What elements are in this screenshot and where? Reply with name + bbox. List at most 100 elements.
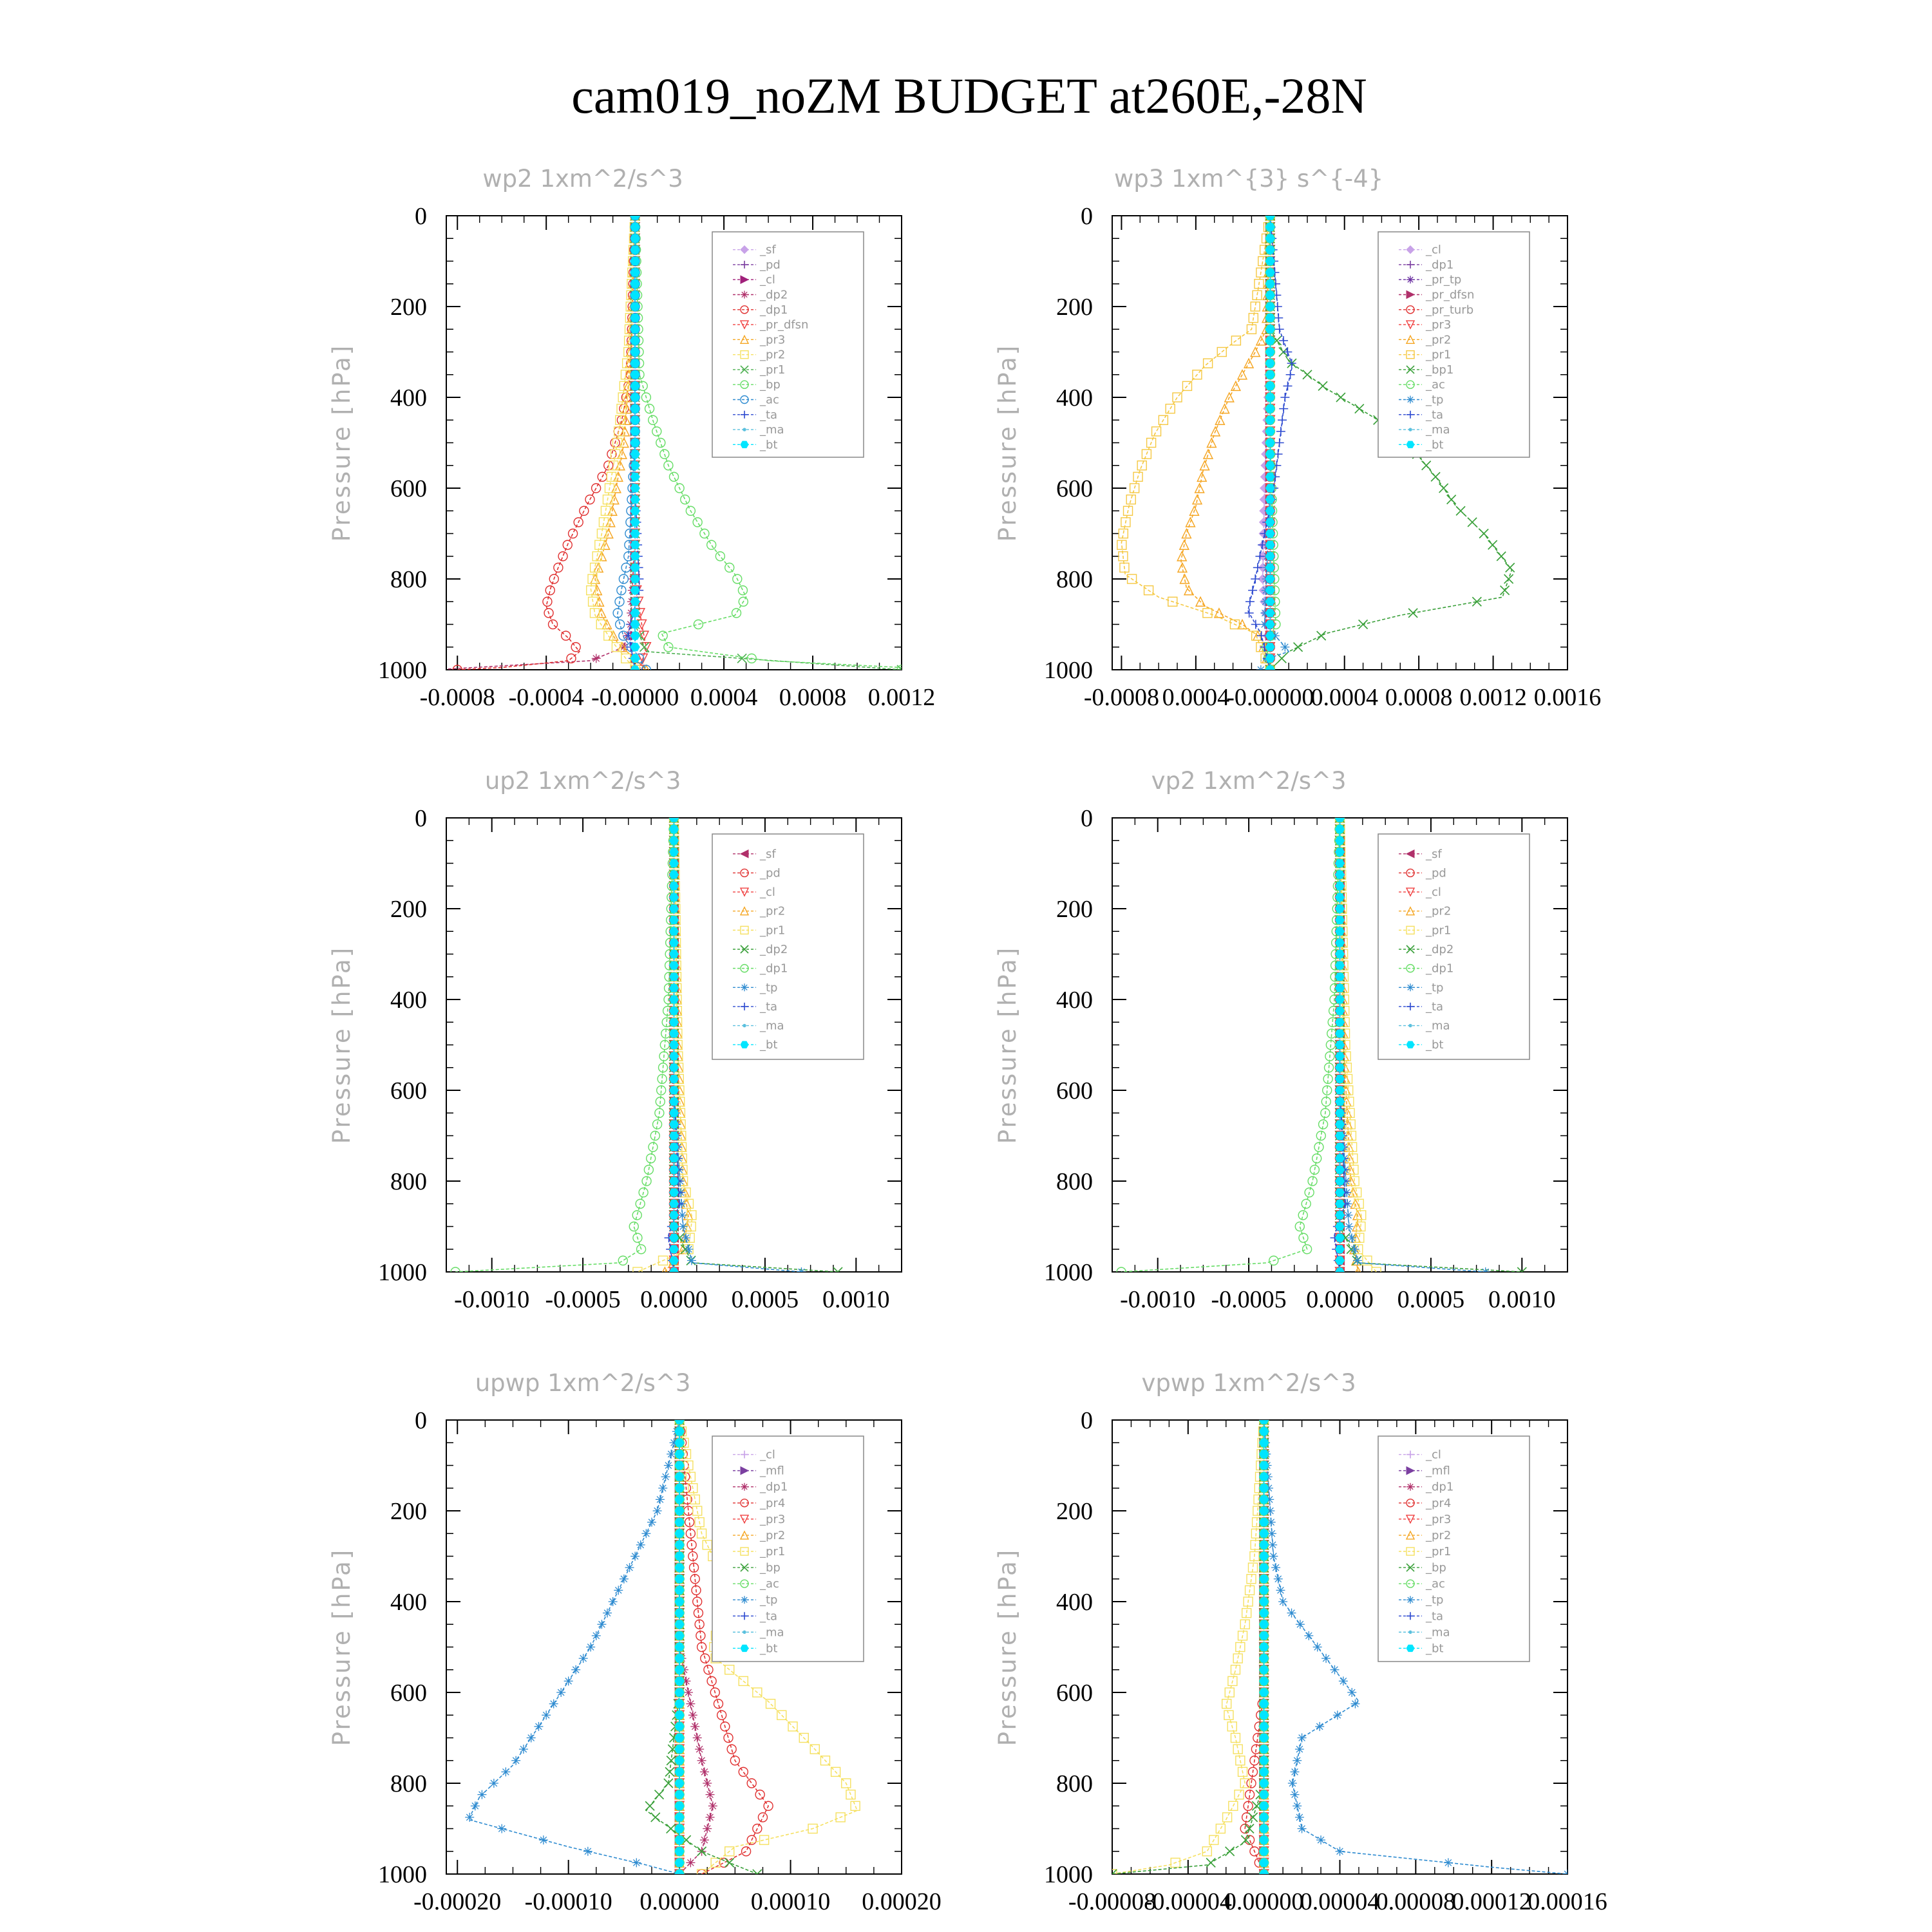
data-point (1302, 1244, 1312, 1255)
data-point (549, 1699, 558, 1709)
data-point (1126, 494, 1136, 505)
data-point (1283, 347, 1293, 357)
data-point (1255, 335, 1266, 346)
data-point (1334, 1040, 1345, 1050)
data-point (1122, 506, 1133, 516)
data-point (630, 325, 640, 334)
legend-label: _ma (759, 423, 784, 437)
y-tick-label: 600 (390, 1680, 427, 1707)
data-point (668, 848, 679, 857)
legend-marker (1405, 1530, 1416, 1540)
data-point (1259, 1824, 1269, 1833)
data-point (1259, 1813, 1269, 1822)
data-point (686, 1858, 696, 1868)
data-point (612, 608, 623, 618)
x-tick-label: 0.0004 (1162, 684, 1230, 711)
legend-label: _ac (759, 393, 779, 407)
data-point (1222, 1812, 1233, 1823)
data-point (1334, 1267, 1345, 1272)
data-point (752, 1823, 762, 1834)
data-point (706, 540, 717, 550)
legend-marker (741, 1612, 748, 1620)
data-point (737, 653, 747, 663)
data-point (799, 1732, 809, 1743)
data-point (1219, 403, 1230, 414)
data-point (692, 1596, 703, 1607)
data-point (674, 1461, 685, 1470)
data-point (738, 1676, 748, 1687)
series-bt (674, 1420, 685, 1874)
data-point (1322, 1085, 1332, 1095)
data-point (630, 529, 640, 538)
chart-panel-4: vp2 1xm^2/s^3 Pressure [hPa] 0 200 400 600 800… (994, 767, 1568, 1313)
data-point (1334, 1029, 1345, 1038)
data-point (1202, 1846, 1212, 1857)
legend-marker (1406, 260, 1414, 269)
data-point (1244, 1823, 1255, 1834)
data-point (630, 495, 640, 504)
legend-label: _bt (1425, 1642, 1443, 1655)
data-point (1259, 1835, 1269, 1844)
data-point (1316, 1835, 1326, 1845)
legend-marker (1406, 276, 1414, 284)
data-point (1235, 1642, 1245, 1653)
data-point (1309, 1164, 1320, 1175)
legend-marker (1406, 1612, 1414, 1620)
legend-label: _pr_dfsn (759, 318, 808, 332)
data-point (1316, 1130, 1326, 1141)
data-point (732, 574, 743, 584)
x-tick-label: -0.00004 (1144, 1888, 1232, 1915)
data-point (630, 654, 640, 663)
data-point (1246, 1778, 1256, 1788)
data-point (1116, 1267, 1126, 1272)
data-point (611, 642, 622, 652)
data-point (1240, 1835, 1251, 1845)
data-point (674, 1790, 685, 1799)
data-point (1265, 461, 1275, 470)
data-point (1202, 358, 1213, 368)
data-point (668, 1029, 679, 1038)
data-point (1259, 1438, 1269, 1447)
legend-marker (741, 290, 748, 299)
data-point (681, 1233, 691, 1243)
legend-marker (739, 1515, 750, 1524)
legend-box (1378, 1435, 1530, 1662)
data-point (668, 1108, 679, 1117)
data-point (1241, 1607, 1252, 1618)
legend-marker (740, 1644, 749, 1653)
data-point (587, 574, 598, 584)
data-point (497, 1824, 507, 1833)
legend-marker (1405, 334, 1416, 345)
data-point (690, 1494, 700, 1505)
data-point (1321, 1654, 1331, 1663)
data-point (1265, 302, 1275, 311)
legend-marker (739, 334, 750, 345)
data-point (1269, 1551, 1278, 1561)
data-point (674, 1540, 685, 1549)
data-point (1236, 618, 1248, 630)
y-tick-label: 400 (1056, 1589, 1093, 1616)
data-point (630, 472, 640, 481)
data-point (674, 1688, 685, 1697)
legend-marker (740, 365, 749, 374)
data-point (724, 1665, 735, 1675)
panel-title: wp3 1xm^{3} s^{-4} (1114, 165, 1383, 193)
legend-label: _cl (1425, 886, 1441, 899)
data-point (1273, 450, 1283, 459)
data-point (1517, 1267, 1527, 1272)
legend-label: _cl (1425, 243, 1441, 257)
data-point (692, 517, 703, 527)
data-point (1181, 527, 1192, 539)
data-point (1265, 216, 1275, 220)
data-point (630, 404, 640, 413)
x-tick-label: -0.0010 (1120, 1286, 1195, 1313)
data-point (641, 392, 652, 402)
x-tick-label: 0.00000 (1224, 1888, 1304, 1915)
data-point (1479, 528, 1489, 539)
data-point (1334, 1211, 1345, 1220)
data-point (696, 1631, 706, 1641)
legend-label: _ma (759, 1019, 784, 1033)
data-point (1334, 1086, 1345, 1095)
data-point (1112, 1869, 1117, 1874)
